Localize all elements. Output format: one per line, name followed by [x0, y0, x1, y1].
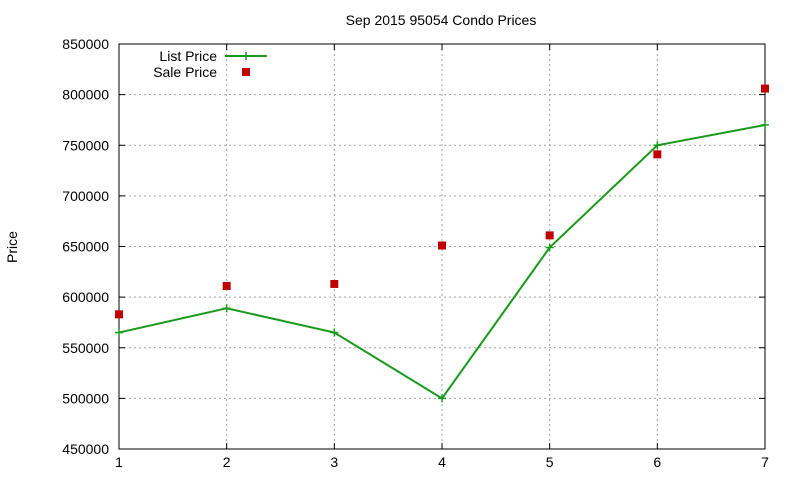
sale-price-point: [222, 281, 231, 290]
x-tick-label: 7: [761, 454, 769, 470]
y-axis-label: Price: [4, 231, 20, 263]
list-price-point: [330, 328, 339, 337]
legend-point-swatch: [242, 68, 250, 76]
y-tick-label: 650000: [62, 239, 109, 255]
legend-item: List Price: [159, 48, 267, 64]
y-tick-label: 800000: [62, 87, 109, 103]
x-axis: 1 2 3 4 5 6 7: [115, 44, 769, 470]
y-tick-label: 750000: [62, 137, 109, 153]
list-price-point: [438, 394, 446, 403]
x-tick-label: 6: [653, 454, 661, 470]
x-tick-label: 4: [438, 454, 446, 470]
x-tick-label: 5: [546, 454, 554, 470]
sale-price-point: [653, 150, 662, 159]
series-sale-price: [115, 84, 769, 319]
x-tick-label: 3: [330, 454, 338, 470]
chart-title: Sep 2015 95054 Condo Prices: [346, 12, 537, 28]
y-axis: 450000 500000 550000 600000 650000 700000 7500…: [62, 36, 765, 457]
list-price-line: [118, 124, 766, 400]
legend-item: Sale Price: [153, 64, 250, 80]
legend-label: List Price: [159, 48, 217, 64]
list-price-point: [545, 243, 554, 252]
y-tick-label: 450000: [62, 441, 109, 457]
list-price-point: [222, 304, 231, 313]
sale-price-point: [761, 84, 769, 93]
x-tick-label: 2: [223, 454, 231, 470]
sale-price-point: [330, 279, 339, 288]
legend-point-swatch: [242, 52, 250, 60]
y-tick-label: 600000: [62, 289, 109, 305]
y-tick-label: 500000: [62, 390, 109, 406]
sale-price-point: [115, 310, 123, 319]
list-price-point: [115, 328, 123, 337]
sale-price-point: [545, 231, 554, 240]
series-layer: [115, 84, 769, 403]
y-tick-label: 550000: [62, 340, 109, 356]
x-tick-label: 1: [115, 454, 123, 470]
list-price-point: [653, 141, 662, 150]
y-tick-label: 700000: [62, 188, 109, 204]
list-price-point: [761, 121, 769, 129]
y-tick-label: 850000: [62, 36, 109, 52]
series-list-price: [115, 121, 769, 403]
sale-price-point: [438, 241, 446, 250]
legend-label: Sale Price: [153, 64, 217, 80]
